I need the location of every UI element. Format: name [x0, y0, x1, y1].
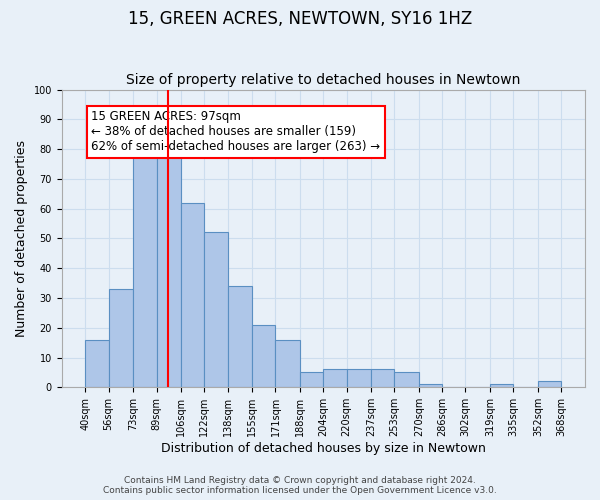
- Text: 15, GREEN ACRES, NEWTOWN, SY16 1HZ: 15, GREEN ACRES, NEWTOWN, SY16 1HZ: [128, 10, 472, 28]
- Bar: [133, 149, 157, 388]
- Title: Size of property relative to detached houses in Newtown: Size of property relative to detached ho…: [126, 73, 521, 87]
- Bar: [85, 340, 109, 388]
- Text: 15 GREEN ACRES: 97sqm
← 38% of detached houses are smaller (159)
62% of semi-det: 15 GREEN ACRES: 97sqm ← 38% of detached …: [91, 110, 380, 154]
- Bar: [538, 382, 561, 388]
- Bar: [419, 384, 442, 388]
- Bar: [347, 370, 371, 388]
- X-axis label: Distribution of detached houses by size in Newtown: Distribution of detached houses by size …: [161, 442, 486, 455]
- Bar: [205, 232, 227, 388]
- Bar: [394, 372, 419, 388]
- Bar: [227, 286, 252, 388]
- Bar: [490, 384, 514, 388]
- Bar: [157, 152, 181, 388]
- Bar: [275, 340, 300, 388]
- Bar: [371, 370, 394, 388]
- Bar: [323, 370, 347, 388]
- Y-axis label: Number of detached properties: Number of detached properties: [15, 140, 28, 337]
- Text: Contains HM Land Registry data © Crown copyright and database right 2024.
Contai: Contains HM Land Registry data © Crown c…: [103, 476, 497, 495]
- Bar: [252, 325, 275, 388]
- Bar: [181, 202, 205, 388]
- Bar: [300, 372, 323, 388]
- Bar: [109, 289, 133, 388]
